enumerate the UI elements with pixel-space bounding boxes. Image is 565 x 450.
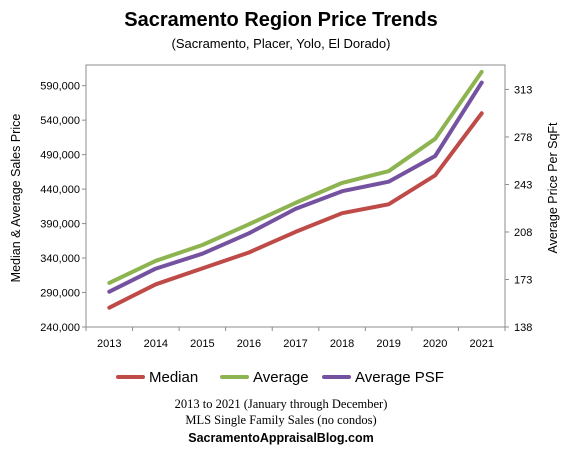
y2-tick-label: 278 xyxy=(514,132,532,144)
plot-area xyxy=(85,64,506,328)
footer-period: 2013 to 2021 (January through December) xyxy=(175,397,388,411)
y2-tick-label: 173 xyxy=(514,274,532,286)
y2-tick-label: 138 xyxy=(514,322,532,334)
x-tick-label: 2019 xyxy=(376,338,400,350)
y-axis-label: Median & Average Sales Price xyxy=(9,114,23,283)
x-tick-label: 2017 xyxy=(283,338,307,350)
series-lines xyxy=(107,69,484,310)
right-axis-ticks: 138 173 208 243 278 313 xyxy=(505,84,532,334)
x-axis-ticks: 2013 2014 2015 2016 2017 2018 2019 2020 2021 xyxy=(85,327,506,350)
y-tick-label: 290,000 xyxy=(40,288,80,300)
x-tick-label: 2015 xyxy=(190,338,214,350)
y-tick-label: 440,000 xyxy=(40,184,80,196)
legend-item-median: Median xyxy=(116,369,198,386)
x-tick-label: 2014 xyxy=(144,338,168,350)
footer-website: SacramentoAppraisalBlog.com xyxy=(188,431,373,445)
chart-subtitle: (Sacramento, Placer, Yolo, El Dorado) xyxy=(172,36,391,51)
y2-tick-label: 208 xyxy=(514,227,532,239)
legend-label: Average PSF xyxy=(355,369,444,386)
y-tick-label: 590,000 xyxy=(40,81,80,93)
y-tick-label: 340,000 xyxy=(40,253,80,265)
y2-tick-label: 313 xyxy=(514,84,532,96)
x-tick-label: 2016 xyxy=(237,338,261,350)
y-tick-label: 240,000 xyxy=(40,322,80,334)
y-tick-label: 540,000 xyxy=(40,115,80,127)
chart-title: Sacramento Region Price Trends xyxy=(124,9,437,31)
x-tick-label: 2018 xyxy=(330,338,354,350)
left-axis-ticks: 240,000 290,000 340,000 390,000 440,000 490,0… xyxy=(40,81,86,334)
legend-item-average: Average xyxy=(220,369,309,386)
legend-label: Median xyxy=(149,369,198,386)
y2-tick-label: 243 xyxy=(514,179,532,191)
y-tick-label: 390,000 xyxy=(40,219,80,231)
x-tick-label: 2021 xyxy=(469,338,493,350)
y2-axis-label: Average Price Per SqFt xyxy=(546,122,560,254)
series-line-average xyxy=(107,69,484,285)
footer-source: MLS Single Family Sales (no condos) xyxy=(185,413,376,427)
legend-label: Average xyxy=(253,369,309,386)
x-tick-label: 2013 xyxy=(97,338,121,350)
y-tick-label: 490,000 xyxy=(40,150,80,162)
x-tick-label: 2020 xyxy=(423,338,447,350)
series-line-average-psf xyxy=(107,80,484,294)
legend-item-average-psf: Average PSF xyxy=(322,369,444,386)
series-line-median xyxy=(107,111,484,310)
legend: Median Average Average PSF xyxy=(116,369,444,386)
